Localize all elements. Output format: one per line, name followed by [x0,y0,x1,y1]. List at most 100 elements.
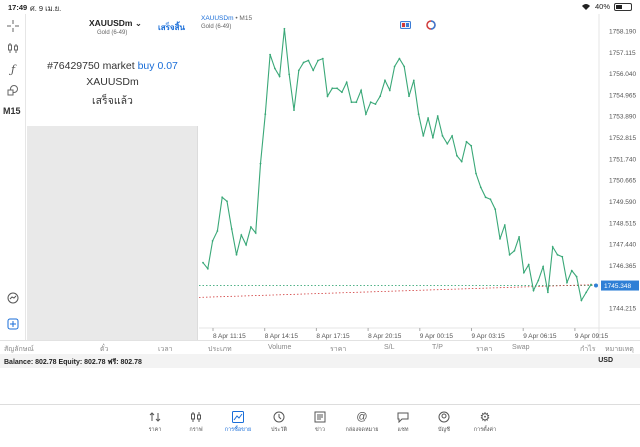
ticket-symbol[interactable]: XAUUSDm ⌄ [89,18,142,29]
price-point [413,80,415,82]
function-icon[interactable]: ƒ [4,61,22,77]
price-point [202,262,204,264]
balance-text: Balance: 802.78 Equity: 802.78 ฟรี: 802.… [4,357,142,368]
new-order-icon[interactable] [4,316,22,332]
y-tick-label: 1749.590 [609,199,636,206]
wifi-icon [581,3,591,11]
price-point [322,58,324,60]
trade-table-header: สัญลักษณ์ ตั๋ว เวลา ประเภท Volume ราคา S… [0,340,640,354]
battery-icon [614,3,632,11]
trade-icon [218,409,258,425]
current-price-label: 1745.348 [604,283,631,290]
price-point [226,200,228,202]
order-symbol: XAUUSDm [27,76,198,88]
col-tp: T/P [432,344,443,351]
account-icon [424,409,464,425]
chat-icon [383,409,423,425]
open-position-line [199,285,597,298]
x-tick-label: 9 Apr 00:15 [420,333,454,340]
trade-list-empty-area [0,368,640,404]
price-point [394,66,396,68]
price-point [221,196,223,198]
news-icon [300,409,340,425]
order-status: เสร็จแล้ว [27,92,198,109]
price-point [327,95,329,97]
settings-icon: ⚙ [465,409,505,425]
y-tick-label: 1746.365 [609,263,636,270]
chart-canvas[interactable]: 1758.190 1757.115 1756.040 1754.965 1753.890… [199,14,640,340]
tab-trade[interactable]: การซื้อขาย [218,409,258,434]
price-point [293,109,295,111]
price-point [207,268,209,270]
x-tick-label: 8 Apr 17:15 [316,333,350,340]
tab-quotes[interactable]: ราคา [135,409,175,434]
price-point [485,196,487,198]
price-point [308,60,310,62]
price-point [231,228,233,230]
tab-chart[interactable]: กราฟ [176,409,216,434]
tab-chat[interactable]: แชท [383,409,423,434]
price-point [533,290,535,292]
price-point [255,232,257,234]
price-point [480,187,482,189]
tab-label: แชท [383,426,423,434]
price-point [561,256,563,258]
chart-title: XAUUSDm • M15 [201,15,252,22]
tab-settings[interactable]: ⚙ การตั้งค่า [465,409,505,434]
price-point [566,282,568,284]
price-point [212,240,214,242]
x-tick-label: 9 Apr 06:15 [523,333,557,340]
done-button[interactable]: เสร็จสิ้น [158,21,185,34]
price-point [279,76,281,78]
order-result-line: #76429750 market buy 0.07 [27,60,198,72]
price-point [466,141,468,143]
price-point [312,70,314,72]
tab-history[interactable]: ประวัติ [259,409,299,434]
price-point [399,58,401,60]
price-chart[interactable]: 1758.190 1757.115 1756.040 1754.965 1753.890… [199,14,640,340]
price-point [537,280,539,282]
left-toolbar: ƒ M15 [0,14,26,340]
y-tick-label: 1757.115 [609,50,636,57]
crosshair-icon[interactable] [4,18,22,34]
battery-fill [616,5,622,9]
chart-symbol: XAUUSDm [201,15,234,22]
y-tick-label: 1750.665 [609,178,636,185]
one-click-trading-icon[interactable] [4,290,22,306]
price-point [461,161,463,163]
price-point [470,145,472,147]
price-point [336,87,338,89]
price-point [355,101,357,103]
status-time: 17:49 [8,3,27,12]
price-point [585,292,587,294]
quotes-icon [135,409,175,425]
order-ticket: XAUUSDm ⌄ Gold (6-49) เสร็จสิ้น #7642975… [27,14,198,126]
price-point [360,89,362,91]
tab-account[interactable]: บัญชี [424,409,464,434]
tab-news[interactable]: ข่าว [300,409,340,434]
price-point [379,95,381,97]
price-point [303,62,305,64]
price-point [245,244,247,246]
indicators-icon[interactable] [4,40,22,56]
col-sl: S/L [384,344,395,351]
price-point [523,272,525,274]
x-tick-label: 9 Apr 09:15 [575,333,609,340]
price-point [571,270,573,272]
price-point [590,284,592,286]
price-point [504,224,506,226]
price-point [456,155,458,157]
x-tick-label: 8 Apr 11:15 [213,333,246,340]
price-point [552,246,554,248]
bottom-tab-bar: ราคา กราฟ การซื้อขาย ประวัติ ข่าว @ กล่อ… [0,404,640,447]
price-point [403,66,405,68]
timeframe-button[interactable]: M15 [3,106,21,116]
price-point [250,226,252,228]
y-tick-label: 1756.040 [609,71,636,78]
tab-label: การซื้อขาย [218,426,258,434]
price-point [494,208,496,210]
tab-mailbox[interactable]: @ กล่องจดหมาย [342,409,382,434]
objects-icon[interactable] [4,82,22,98]
price-point [451,135,453,137]
price-point [427,117,429,119]
